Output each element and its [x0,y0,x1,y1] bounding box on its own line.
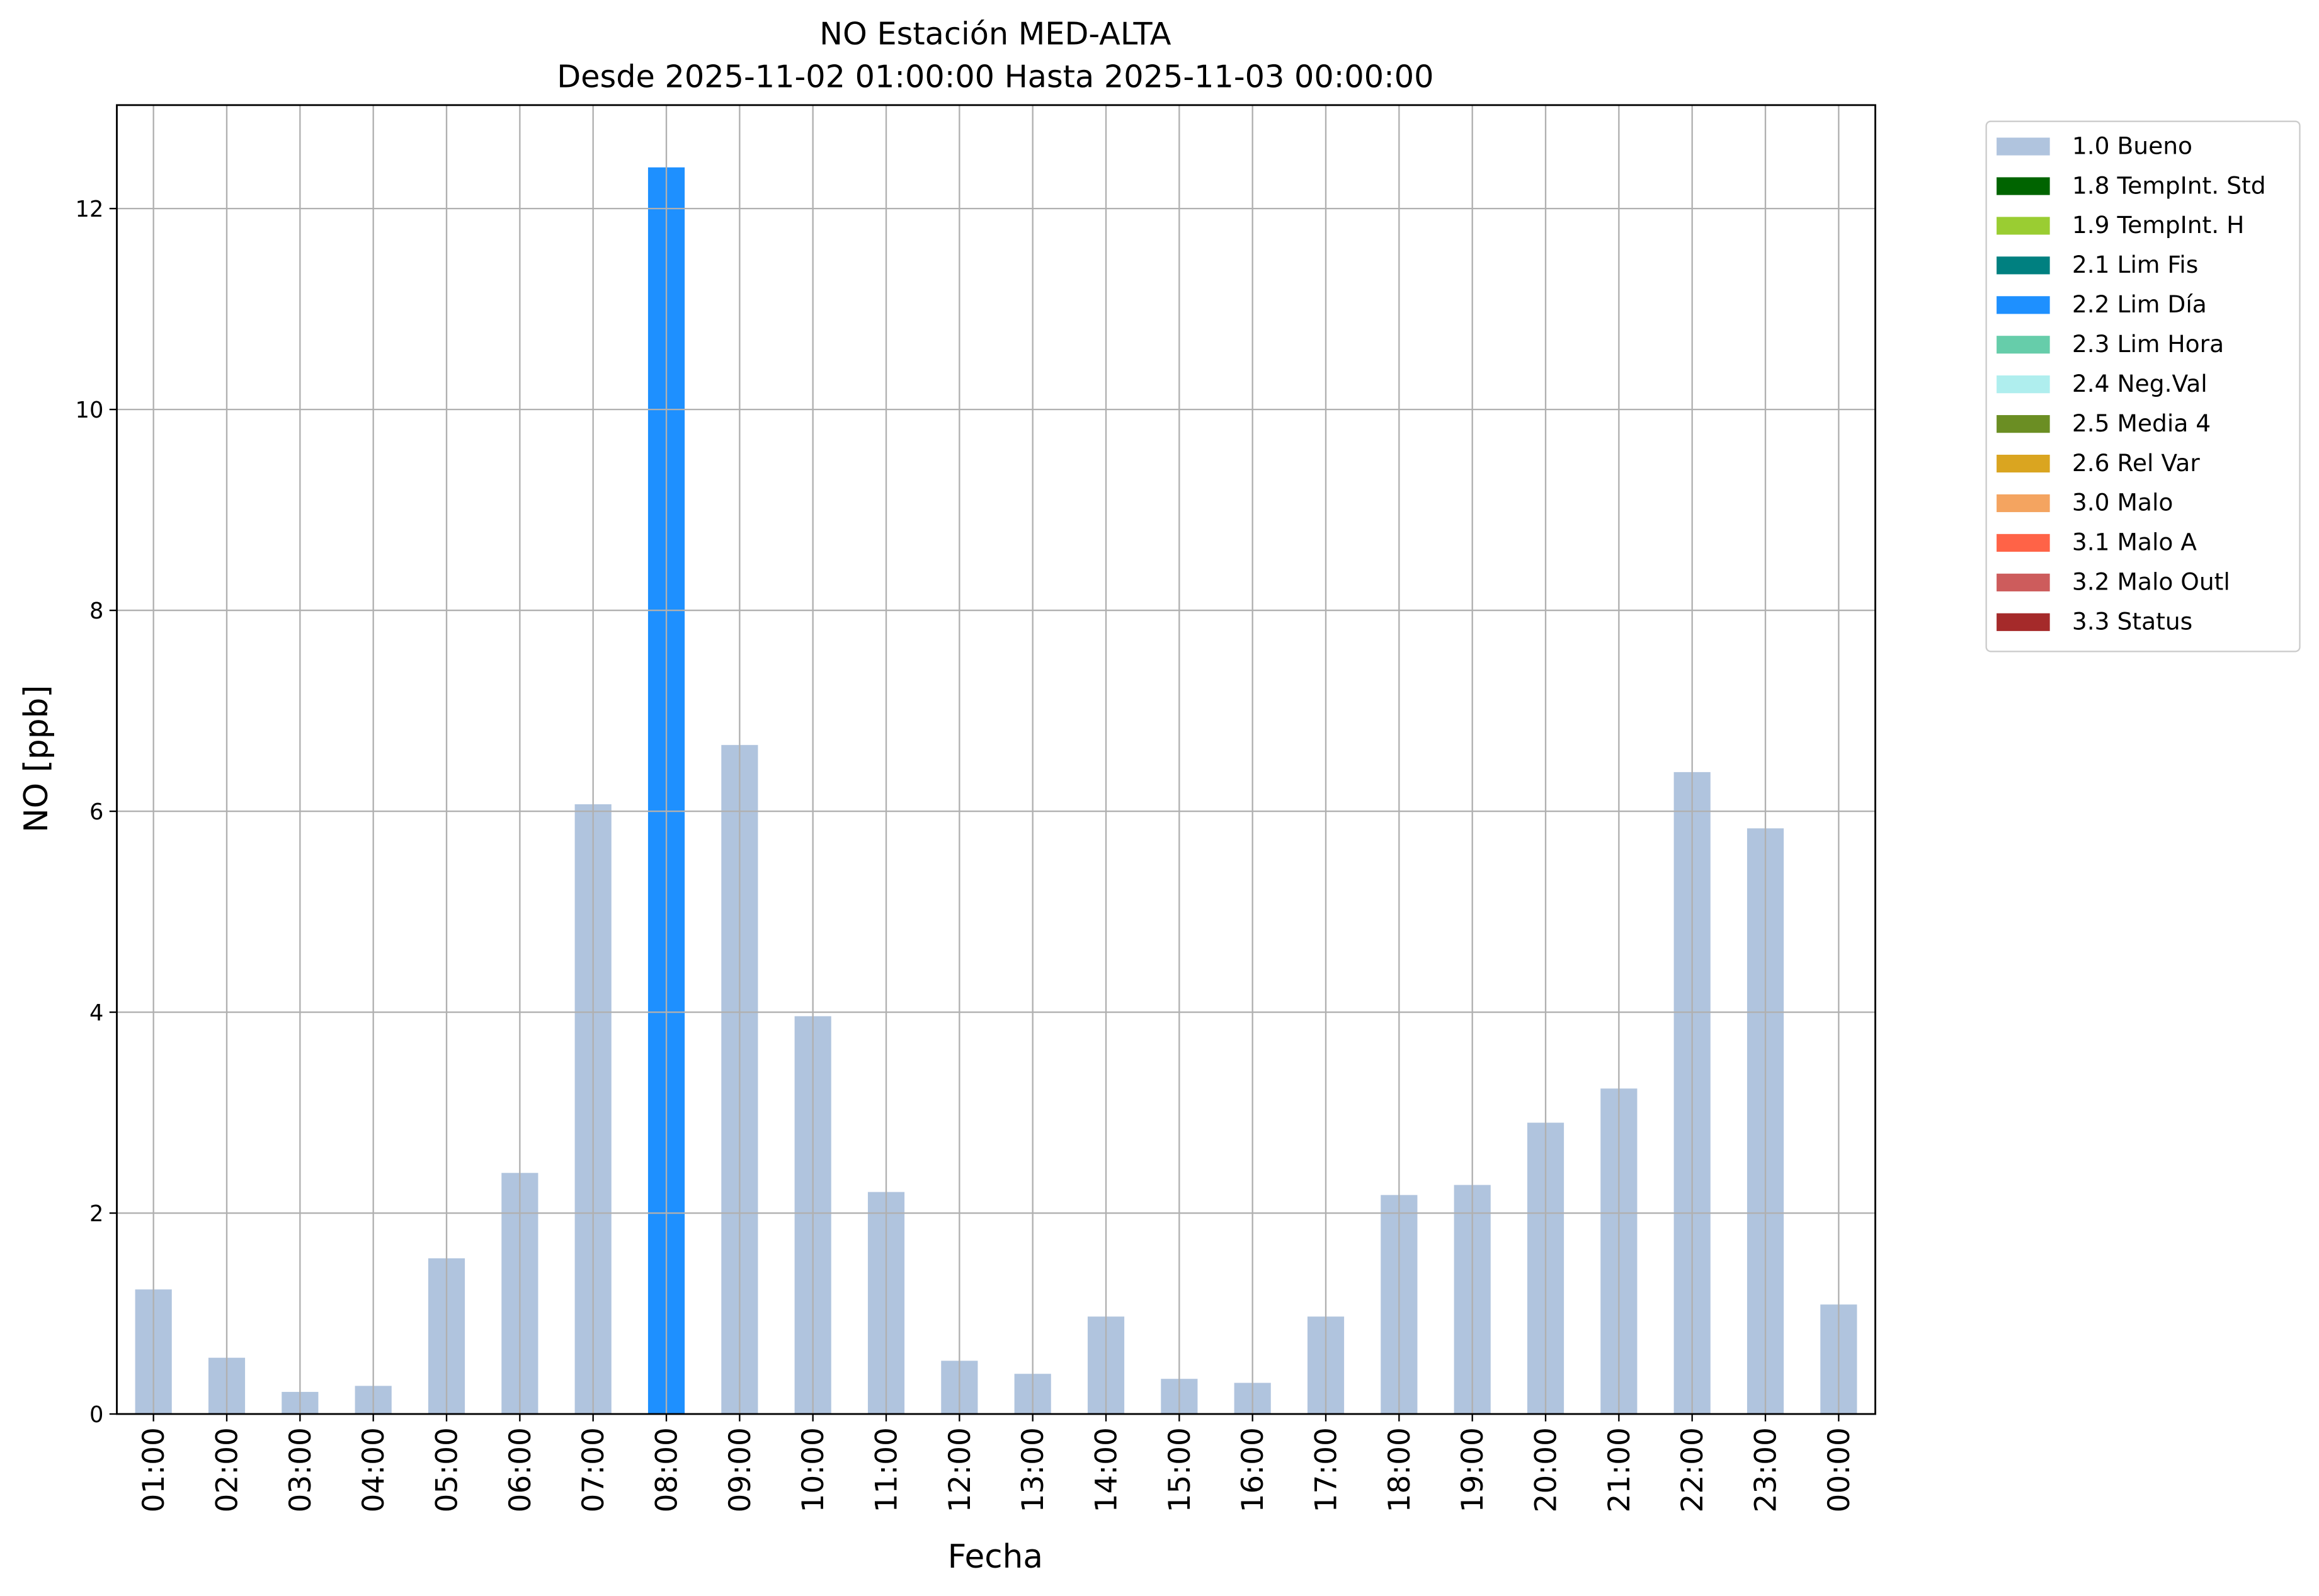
legend-label: 2.4 Neg.Val [2072,370,2208,397]
y-tick-label: 4 [89,1000,103,1026]
x-axis-label: Fecha [948,1538,1043,1576]
legend-label: 2.3 Lim Hora [2072,330,2224,358]
legend-swatch [1997,454,2050,473]
legend-swatch [1997,415,2050,433]
x-tick-label: 20:00 [1529,1427,1563,1512]
x-tick-label: 11:00 [869,1427,904,1512]
x-tick-label: 18:00 [1382,1427,1417,1512]
x-tick-label: 14:00 [1089,1427,1124,1512]
legend-swatch [1997,573,2050,591]
legend-swatch [1997,375,2050,394]
chart-subtitle: Desde 2025-11-02 01:00:00 Hasta 2025-11-… [557,59,1433,95]
y-axis-label: NO [ppb] [18,685,55,833]
legend-swatch [1997,177,2050,195]
legend-label: 3.3 Status [2072,608,2192,636]
x-tick-label: 15:00 [1163,1427,1197,1512]
x-tick-label: 06:00 [503,1427,538,1512]
legend-label: 2.6 Rel Var [2072,449,2200,477]
x-tick-label: 05:00 [430,1427,464,1512]
legend-label: 2.1 Lim Fis [2072,251,2198,278]
y-tick-label: 0 [89,1402,103,1428]
x-tick-label: 12:00 [943,1427,977,1512]
x-tick-label: 01:00 [137,1427,171,1512]
x-tick-label: 16:00 [1236,1427,1270,1512]
legend-label: 3.2 Malo Outl [2072,568,2230,596]
x-tick-label: 04:00 [356,1427,391,1512]
legend-swatch [1997,613,2050,631]
x-tick-label: 21:00 [1602,1427,1637,1512]
legend-swatch [1997,336,2050,354]
x-tick-label: 09:00 [723,1427,758,1512]
plot-frame [116,104,1876,1415]
legend-label: 2.5 Media 4 [2072,409,2211,437]
legend-swatch [1997,137,2050,156]
x-tick-label: 10:00 [796,1427,831,1512]
x-tick-label: 07:00 [576,1427,611,1512]
x-tick-label: 13:00 [1016,1427,1051,1512]
legend-swatch [1997,256,2050,275]
legend-label: 1.0 Bueno [2072,132,2192,159]
legend-swatch [1997,296,2050,314]
y-tick-label: 2 [89,1201,103,1227]
x-tick-label: 03:00 [283,1427,318,1512]
x-tick-label: 19:00 [1456,1427,1490,1512]
chart-title: NO Estación MED-ALTA [819,16,1171,52]
legend-label: 1.8 TempInt. Std [2072,171,2266,199]
y-tick-label: 8 [89,598,103,624]
legend-label: 1.9 TempInt. H [2072,211,2245,239]
legend-label: 3.1 Malo A [2072,528,2197,556]
x-tick-label: 17:00 [1309,1427,1343,1512]
legend-swatch [1997,217,2050,235]
x-tick-label: 23:00 [1748,1427,1783,1512]
y-tick-label: 6 [89,799,103,825]
x-tick-label: 00:00 [1822,1427,1857,1512]
x-tick-label: 22:00 [1675,1427,1710,1512]
legend-label: 2.2 Lim Día [2072,290,2207,318]
legend-label: 3.0 Malo [2072,489,2174,516]
x-tick-label: 02:00 [210,1427,244,1512]
legend-box [1985,120,2301,653]
y-tick-label: 12 [76,197,104,222]
x-tick-label: 08:00 [649,1427,684,1512]
y-tick-label: 10 [76,397,104,423]
legend-swatch [1997,494,2050,513]
legend-swatch [1997,533,2050,552]
